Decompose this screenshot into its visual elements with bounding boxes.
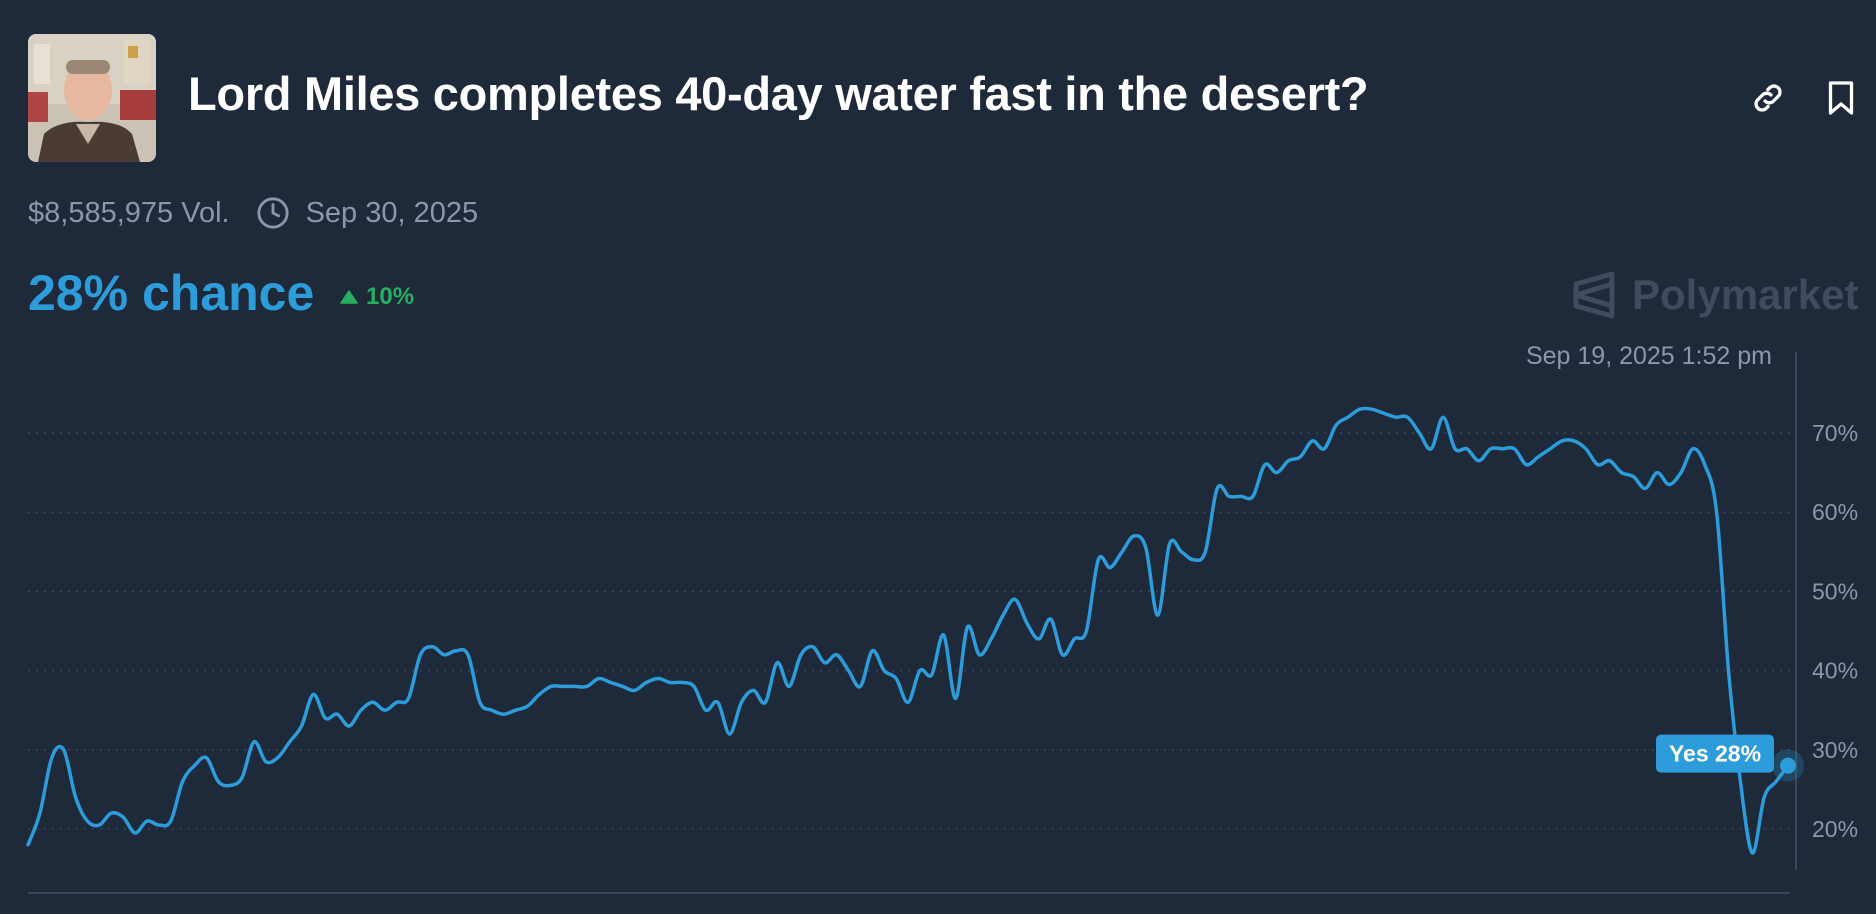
y-tick-label: 30% bbox=[1812, 737, 1858, 763]
clock-icon bbox=[256, 197, 289, 229]
change-value: 10% bbox=[366, 283, 415, 310]
series-line-yes bbox=[26, 406, 1790, 855]
link-icon bbox=[1754, 84, 1782, 112]
chance-text: 28% chance bbox=[28, 265, 315, 321]
bookmark-button[interactable] bbox=[1826, 80, 1856, 116]
tooltip-label: Yes 28% bbox=[1669, 741, 1761, 767]
y-tick-label: 50% bbox=[1812, 578, 1858, 604]
hover-date-label: Sep 19, 2025 1:52 pm bbox=[1525, 342, 1772, 370]
y-tick-label: 20% bbox=[1812, 816, 1858, 842]
market-meta: $8,585,975 Vol. Sep 30, 2025 bbox=[28, 196, 478, 230]
brand-name: Polymarket bbox=[1632, 271, 1859, 318]
grid-layer bbox=[28, 432, 1790, 830]
triangle-up-icon bbox=[340, 290, 358, 304]
current-point bbox=[1780, 757, 1796, 774]
end-date-text: Sep 30, 2025 bbox=[305, 196, 479, 229]
volume-text: $8,585,975 Vol. bbox=[28, 196, 230, 229]
market-title: Lord Miles completes 40-day water fast i… bbox=[188, 67, 1369, 120]
y-tick-label: 40% bbox=[1812, 658, 1858, 684]
bookmark-icon bbox=[1828, 81, 1854, 115]
market-avatar bbox=[28, 34, 156, 162]
change-badge: 10% bbox=[340, 283, 414, 311]
current-tooltip: Yes 28% bbox=[1656, 734, 1774, 773]
polymarket-logo-icon bbox=[1573, 271, 1615, 319]
y-tick-label: 60% bbox=[1812, 499, 1858, 525]
polymarket-brand: Polymarket bbox=[1572, 270, 1858, 320]
y-tick-labels: 20% 30% 40% 50% 60% 70% bbox=[1812, 420, 1858, 842]
y-tick-label: 70% bbox=[1812, 420, 1858, 446]
person-photo-icon bbox=[28, 34, 156, 162]
copy-link-button[interactable] bbox=[1750, 80, 1786, 116]
tooltip-box bbox=[1656, 734, 1774, 773]
